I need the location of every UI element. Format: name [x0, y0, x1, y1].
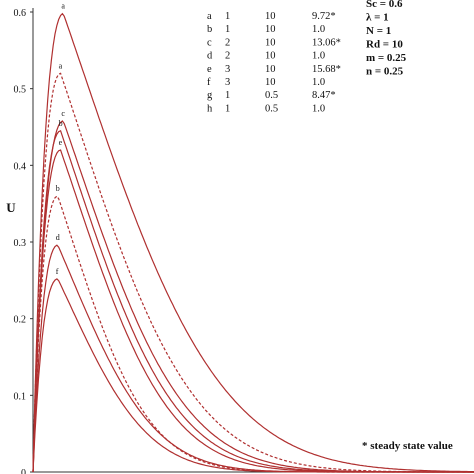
table-cell-2: 10: [265, 64, 276, 75]
table-cell-2: 10: [265, 51, 276, 62]
table-row-label: f: [207, 77, 211, 88]
table-row-label: a: [207, 11, 212, 22]
table-row-label: c: [207, 37, 212, 48]
table-cell-2: 10: [265, 37, 276, 48]
table-cell-3: 1.0: [312, 77, 325, 88]
table-cell-1: 2: [225, 37, 230, 48]
table-row-label: e: [207, 64, 212, 75]
table-cell-2: 10: [265, 77, 276, 88]
table-cell-2: 0.5: [265, 90, 278, 101]
table-cell-3: 1.0: [312, 24, 325, 35]
y-tick-label: 0: [21, 468, 26, 474]
table-cell-1: 1: [225, 11, 230, 22]
legend-table: a 1 10 9.72* b 1 10 1.0 c 2 10 13.06* d 2 10 1.0 e 3 10 15.…: [207, 11, 341, 114]
y-tick-label: 0.1: [14, 391, 27, 402]
footnote: * steady state value: [362, 440, 453, 452]
table-cell-1: 2: [225, 51, 230, 62]
curve-d-solid: [33, 245, 474, 472]
curve-e-solid: [33, 150, 474, 472]
table-cell-2: 10: [265, 24, 276, 35]
axes: 0 0.1 0.2 0.3 0.4 0.5 0.6: [14, 8, 474, 474]
y-tick-label: 0.3: [14, 238, 27, 249]
table-cell-3: 8.47*: [312, 90, 336, 101]
table-row-label: g: [207, 90, 213, 101]
parameter-item: n = 0.25: [366, 66, 404, 78]
parameter-item: m = 0.25: [366, 52, 407, 64]
table-cell-3: 15.68*: [312, 64, 341, 75]
curve-a-dashed: [33, 73, 474, 472]
parameter-item: N = 1: [366, 25, 391, 37]
y-tick-label: 0.4: [14, 161, 27, 172]
table-cell-1: 3: [225, 77, 230, 88]
curve-label: c: [61, 109, 65, 118]
table-cell-1: 3: [225, 64, 230, 75]
y-tick-label: 0.6: [14, 8, 27, 19]
curve-label: f: [56, 267, 59, 276]
table-row-label: d: [207, 51, 213, 62]
table-cell-3: 1.0: [312, 103, 325, 114]
table-row-label: h: [207, 103, 213, 114]
table-cell-1: 1: [225, 90, 230, 101]
table-cell-1: 1: [225, 24, 230, 35]
table-cell-2: 10: [265, 11, 276, 22]
curve-label: a: [59, 61, 63, 70]
curve-label: b: [56, 184, 60, 193]
y-tick-label: 0.5: [14, 85, 27, 96]
parameter-item: Rd = 10: [366, 39, 403, 51]
curve-label: b: [59, 119, 63, 128]
curve-a-solid: [33, 14, 474, 472]
curve-label: e: [59, 138, 63, 147]
parameter-item: λ = 1: [366, 12, 389, 24]
curve-b-solid: [33, 131, 474, 472]
table-cell-3: 1.0: [312, 51, 325, 62]
curve-b-dashed: [33, 196, 474, 472]
curves: [33, 14, 474, 472]
curve-label: d: [56, 233, 60, 242]
parameter-list: Sc = 0.6 λ = 1N = 1 Rd = 10m = 0.25 n = 0.2…: [366, 0, 407, 78]
table-row-label: b: [207, 24, 212, 35]
parameter-item: Sc = 0.6: [366, 0, 403, 10]
y-tick-label: 0.2: [14, 315, 27, 326]
table-cell-2: 0.5: [265, 103, 278, 114]
table-cell-1: 1: [225, 103, 230, 114]
table-cell-3: 9.72*: [312, 11, 336, 22]
curve-label: a: [61, 2, 65, 11]
y-axis-label: U: [6, 200, 16, 215]
table-cell-3: 13.06*: [312, 37, 341, 48]
